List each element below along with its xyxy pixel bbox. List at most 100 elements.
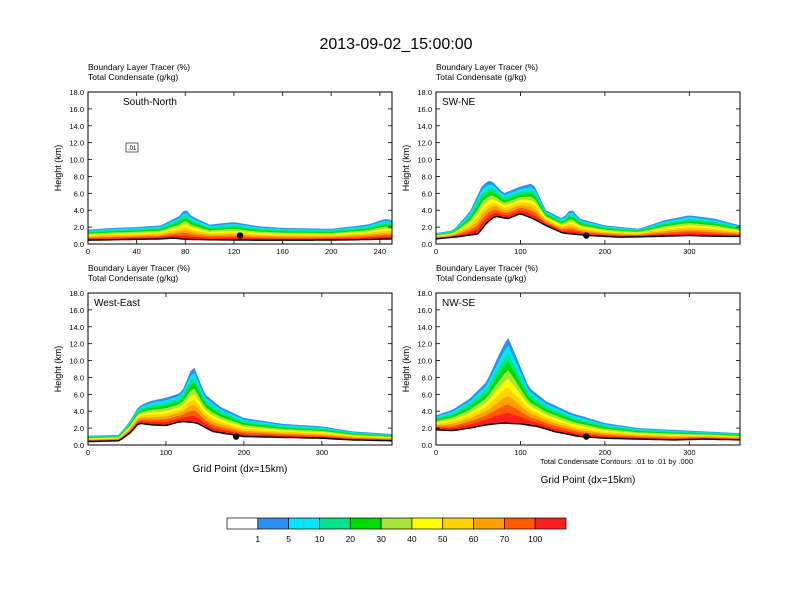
- panel-label: South-North: [123, 97, 177, 108]
- ytick-label: 0.0: [74, 240, 84, 249]
- location-marker: [583, 232, 590, 239]
- ytick-label: 10.0: [69, 156, 84, 165]
- ytick-label: 6.0: [74, 390, 84, 399]
- ytick-label: 14.0: [417, 323, 432, 332]
- panel-nw-se: Boundary Layer Tracer (%)Total Condensat…: [401, 263, 741, 486]
- ytick-label: 10.0: [417, 357, 432, 366]
- ytick-label: 4.0: [74, 206, 84, 215]
- ytick-label: 8.0: [74, 373, 84, 382]
- colorbar-label: 40: [407, 534, 417, 544]
- colorbar-label: 5: [286, 534, 291, 544]
- tracer-field: [436, 337, 740, 445]
- terrain: [436, 423, 740, 445]
- panel-west-east: Boundary Layer Tracer (%)Total Condensat…: [53, 263, 393, 475]
- panels: Boundary Layer Tracer (%)Total Condensat…: [53, 62, 741, 486]
- xtick-label: 300: [316, 448, 329, 457]
- colorbar-swatch: [504, 517, 536, 530]
- colorbar-label: 1: [255, 534, 260, 544]
- plot-frame: [435, 292, 741, 446]
- panel-title-line2: Total Condensate (g/kg): [88, 72, 178, 82]
- colorbar-label: 30: [376, 534, 386, 544]
- ytick-label: 12.0: [69, 340, 84, 349]
- ytick-label: 18.0: [69, 289, 84, 298]
- panel-label: West-East: [94, 298, 140, 309]
- ytick-label: 16.0: [417, 306, 432, 315]
- contour-label: .01: [128, 146, 137, 152]
- xtick-label: 100: [514, 247, 527, 256]
- colorbar-label: 10: [315, 534, 325, 544]
- colorbar-swatch: [257, 517, 289, 530]
- ytick-label: 12.0: [69, 139, 84, 148]
- xtick-label: 160: [276, 247, 289, 256]
- xtick-label: 300: [683, 247, 696, 256]
- ytick-label: 4.0: [422, 407, 432, 416]
- contour-note: Total Condensate Contours: .01 to .01 by…: [540, 457, 693, 466]
- ytick-label: 0.0: [74, 441, 84, 450]
- panel-title-line1: Boundary Layer Tracer (%): [88, 263, 190, 273]
- ytick-label: 2.0: [74, 424, 84, 433]
- ytick-label: 6.0: [422, 390, 432, 399]
- ytick-label: 16.0: [417, 105, 432, 114]
- ytick-label: 12.0: [417, 139, 432, 148]
- ytick-label: 10.0: [417, 156, 432, 165]
- panel-sw-ne: Boundary Layer Tracer (%)Total Condensat…: [401, 62, 741, 256]
- panel-title-line1: Boundary Layer Tracer (%): [436, 263, 538, 273]
- ytick-label: 12.0: [417, 340, 432, 349]
- ylabel: Height (km): [53, 145, 63, 192]
- colorbar-swatch: [534, 517, 567, 530]
- xtick-label: 200: [599, 448, 612, 457]
- xtick-label: 300: [683, 448, 696, 457]
- ytick-label: 6.0: [422, 189, 432, 198]
- xtick-label: 200: [325, 247, 338, 256]
- panel-label: SW-NE: [442, 97, 475, 108]
- ytick-label: 18.0: [69, 88, 84, 97]
- plot-frame: [87, 292, 393, 446]
- location-marker: [583, 433, 590, 440]
- terrain-line: [88, 237, 392, 241]
- ytick-label: 14.0: [69, 323, 84, 332]
- ytick-label: 0.0: [422, 240, 432, 249]
- ytick-label: 16.0: [69, 306, 84, 315]
- colorbar-label: 20: [346, 534, 356, 544]
- ytick-label: 2.0: [74, 223, 84, 232]
- xtick-label: 0: [86, 448, 90, 457]
- ytick-label: 8.0: [422, 172, 432, 181]
- panel-title-line2: Total Condensate (g/kg): [436, 273, 526, 283]
- ytick-label: 14.0: [69, 122, 84, 131]
- ytick-label: 14.0: [417, 122, 432, 131]
- xtick-label: 0: [434, 448, 438, 457]
- panel-south-north: Boundary Layer Tracer (%)Total Condensat…: [53, 62, 393, 256]
- ytick-label: 4.0: [74, 407, 84, 416]
- xtick-label: 40: [132, 247, 140, 256]
- terrain-line: [88, 420, 392, 443]
- xlabel: Grid Point (dx=15km): [541, 475, 636, 486]
- ytick-label: 2.0: [422, 424, 432, 433]
- panel-title-line1: Boundary Layer Tracer (%): [88, 62, 190, 72]
- xtick-label: 200: [599, 247, 612, 256]
- ytick-label: 8.0: [74, 172, 84, 181]
- figure-title: 2013-09-02_15:00:00: [319, 36, 472, 53]
- ylabel: Height (km): [53, 346, 63, 393]
- ytick-label: 4.0: [422, 206, 432, 215]
- ytick-label: 6.0: [74, 189, 84, 198]
- ytick-label: 2.0: [422, 223, 432, 232]
- colorbar-label: 60: [469, 534, 479, 544]
- xtick-label: 0: [86, 247, 90, 256]
- ylabel: Height (km): [401, 346, 411, 393]
- colorbar-swatch: [411, 517, 444, 530]
- tracer-field: [88, 210, 392, 244]
- xtick-label: 120: [228, 247, 241, 256]
- panel-label: NW-SE: [442, 298, 475, 309]
- terrain: [88, 421, 392, 445]
- xtick-label: 0: [434, 247, 438, 256]
- ytick-label: 18.0: [417, 88, 432, 97]
- panel-title-line2: Total Condensate (g/kg): [88, 273, 178, 283]
- terrain: [88, 238, 392, 244]
- xtick-label: 100: [514, 448, 527, 457]
- colorbar-swatch: [226, 517, 259, 530]
- xtick-label: 80: [181, 247, 189, 256]
- ylabel: Height (km): [401, 145, 411, 192]
- colorbar-swatch: [319, 517, 351, 530]
- colorbar: 1 5 10 20 30 40 50 60 70 100: [226, 517, 567, 544]
